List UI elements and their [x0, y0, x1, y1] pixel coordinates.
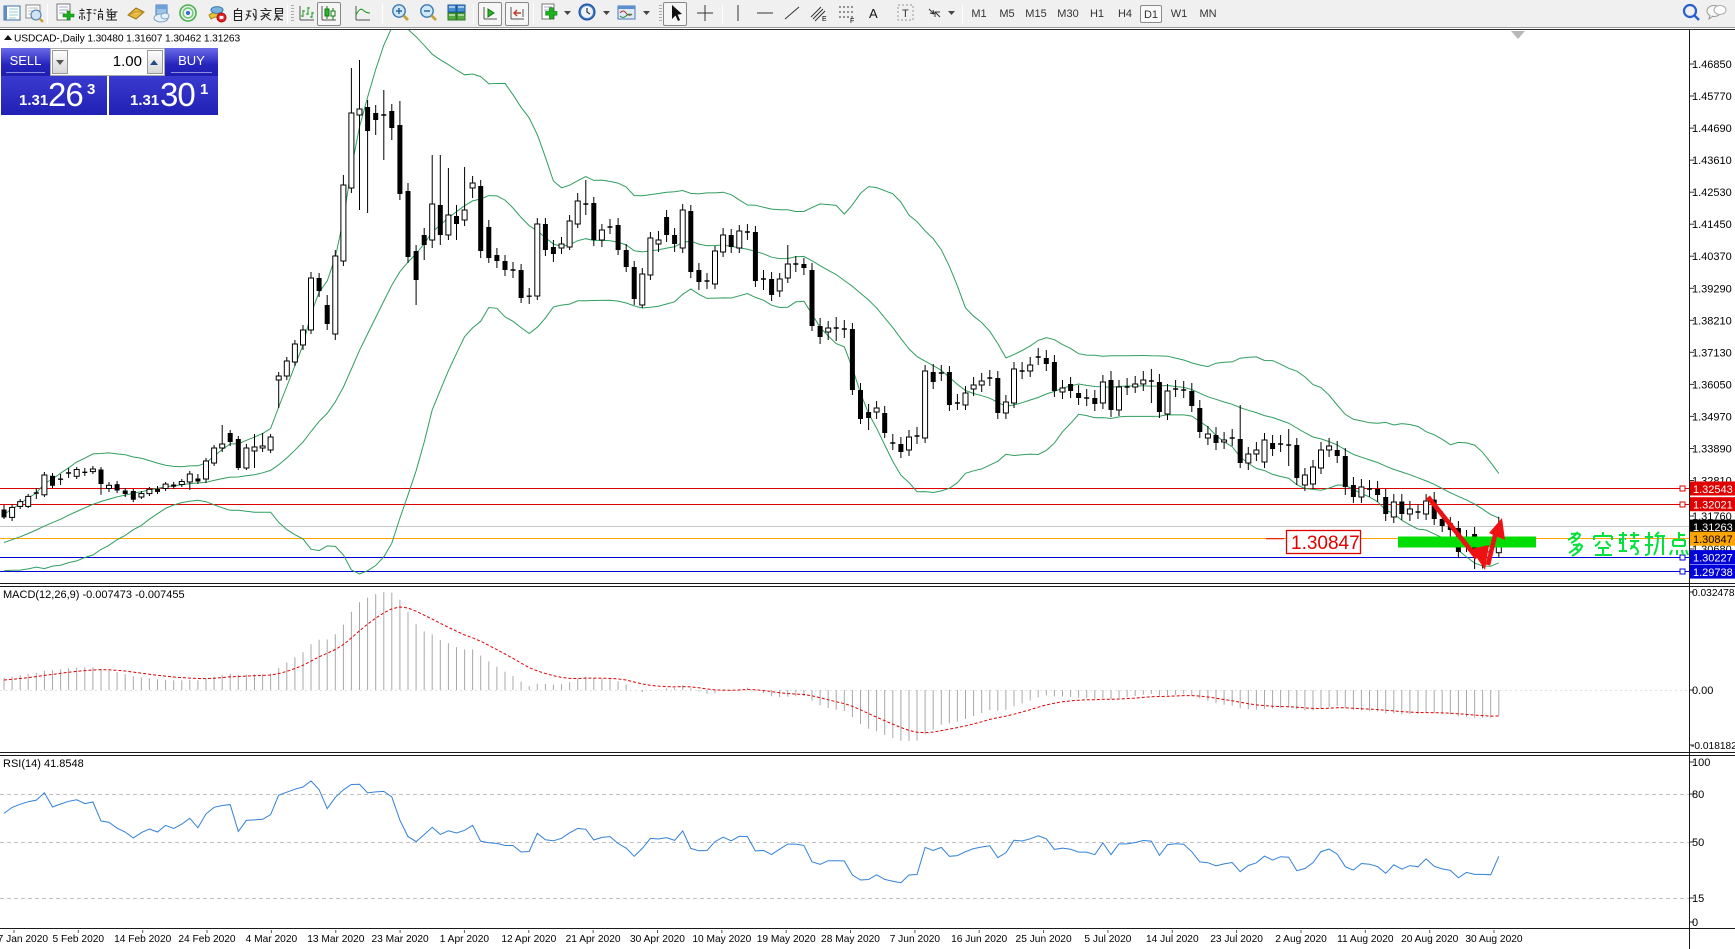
svg-text:1.45770: 1.45770	[1692, 91, 1732, 103]
svg-text:0.032478: 0.032478	[1692, 588, 1735, 599]
svg-text:1.37130: 1.37130	[1692, 347, 1732, 359]
svg-text:80: 80	[1692, 789, 1704, 801]
svg-text:USDCAD-,Daily 1.30480 1.31607: USDCAD-,Daily 1.30480 1.31607 1.30462 1.…	[14, 34, 240, 45]
svg-text:1.32021: 1.32021	[1693, 500, 1733, 512]
svg-text:1.38210: 1.38210	[1692, 315, 1732, 327]
svg-text:100: 100	[1692, 757, 1710, 769]
svg-text:1.30227: 1.30227	[1693, 553, 1733, 565]
svg-text:7 Jun 2020: 7 Jun 2020	[890, 934, 941, 945]
svg-text:1 Apr 2020: 1 Apr 2020	[440, 934, 490, 945]
svg-text:30 Aug 2020: 30 Aug 2020	[1465, 934, 1523, 945]
svg-text:23 Mar 2020: 23 Mar 2020	[371, 934, 429, 945]
svg-text:14 Feb 2020: 14 Feb 2020	[114, 934, 172, 945]
svg-text:1.44690: 1.44690	[1692, 123, 1732, 135]
svg-text:21 Apr 2020: 21 Apr 2020	[566, 934, 621, 945]
svg-text:1.34970: 1.34970	[1692, 411, 1732, 423]
svg-text:15: 15	[1692, 893, 1704, 905]
svg-text:11 Aug 2020: 11 Aug 2020	[1337, 934, 1394, 945]
svg-text:-0.018182: -0.018182	[1691, 741, 1735, 752]
svg-text:E: E	[822, 16, 827, 23]
svg-text:2 Aug 2020: 2 Aug 2020	[1275, 934, 1327, 945]
svg-text:1.40370: 1.40370	[1692, 251, 1732, 263]
svg-text:28 May 2020: 28 May 2020	[821, 934, 880, 945]
svg-text:14 Jul 2020: 14 Jul 2020	[1146, 934, 1199, 945]
svg-text:1.39290: 1.39290	[1692, 283, 1732, 295]
svg-text:1.33890: 1.33890	[1692, 444, 1732, 456]
svg-text:23 Jul 2020: 23 Jul 2020	[1210, 934, 1263, 945]
svg-text:20 Aug 2020: 20 Aug 2020	[1401, 934, 1459, 945]
svg-text:0.00: 0.00	[1692, 685, 1713, 697]
svg-text:1.30847: 1.30847	[1693, 534, 1733, 546]
svg-text:12 Apr 2020: 12 Apr 2020	[501, 934, 556, 945]
svg-text:F: F	[850, 18, 854, 25]
svg-text:13 Mar 2020: 13 Mar 2020	[307, 934, 365, 945]
svg-text:27 Jan 2020: 27 Jan 2020	[0, 934, 48, 945]
svg-text:16 Jun 2020: 16 Jun 2020	[951, 934, 1007, 945]
svg-text:1.30847: 1.30847	[1291, 533, 1360, 554]
svg-text:1.31263: 1.31263	[1693, 522, 1733, 534]
svg-text:1.32543: 1.32543	[1693, 484, 1733, 496]
svg-text:50: 50	[1692, 837, 1704, 849]
svg-text:19 May 2020: 19 May 2020	[757, 934, 816, 945]
svg-text:30 Apr 2020: 30 Apr 2020	[630, 934, 685, 945]
svg-text:1.43610: 1.43610	[1692, 155, 1732, 167]
svg-text:25 Jun 2020: 25 Jun 2020	[1016, 934, 1072, 945]
svg-text:1.46850: 1.46850	[1692, 59, 1732, 71]
svg-text:MACD(12,26,9) -0.007473 -0.007: MACD(12,26,9) -0.007473 -0.007455	[3, 589, 185, 601]
svg-text:0: 0	[1692, 917, 1698, 929]
svg-text:4 Mar 2020: 4 Mar 2020	[246, 934, 298, 945]
svg-text:1.42530: 1.42530	[1692, 187, 1732, 199]
svg-text:1.36050: 1.36050	[1692, 379, 1732, 391]
svg-text:10 May 2020: 10 May 2020	[692, 934, 751, 945]
svg-text:T: T	[902, 8, 909, 20]
svg-text:RSI(14) 41.8548: RSI(14) 41.8548	[3, 758, 84, 770]
svg-text:24 Feb 2020: 24 Feb 2020	[178, 934, 236, 945]
svg-text:5 Feb 2020: 5 Feb 2020	[53, 934, 105, 945]
svg-text:1.29738: 1.29738	[1693, 567, 1733, 579]
svg-text:1.41450: 1.41450	[1692, 219, 1732, 231]
svg-text:5 Jul 2020: 5 Jul 2020	[1084, 934, 1131, 945]
